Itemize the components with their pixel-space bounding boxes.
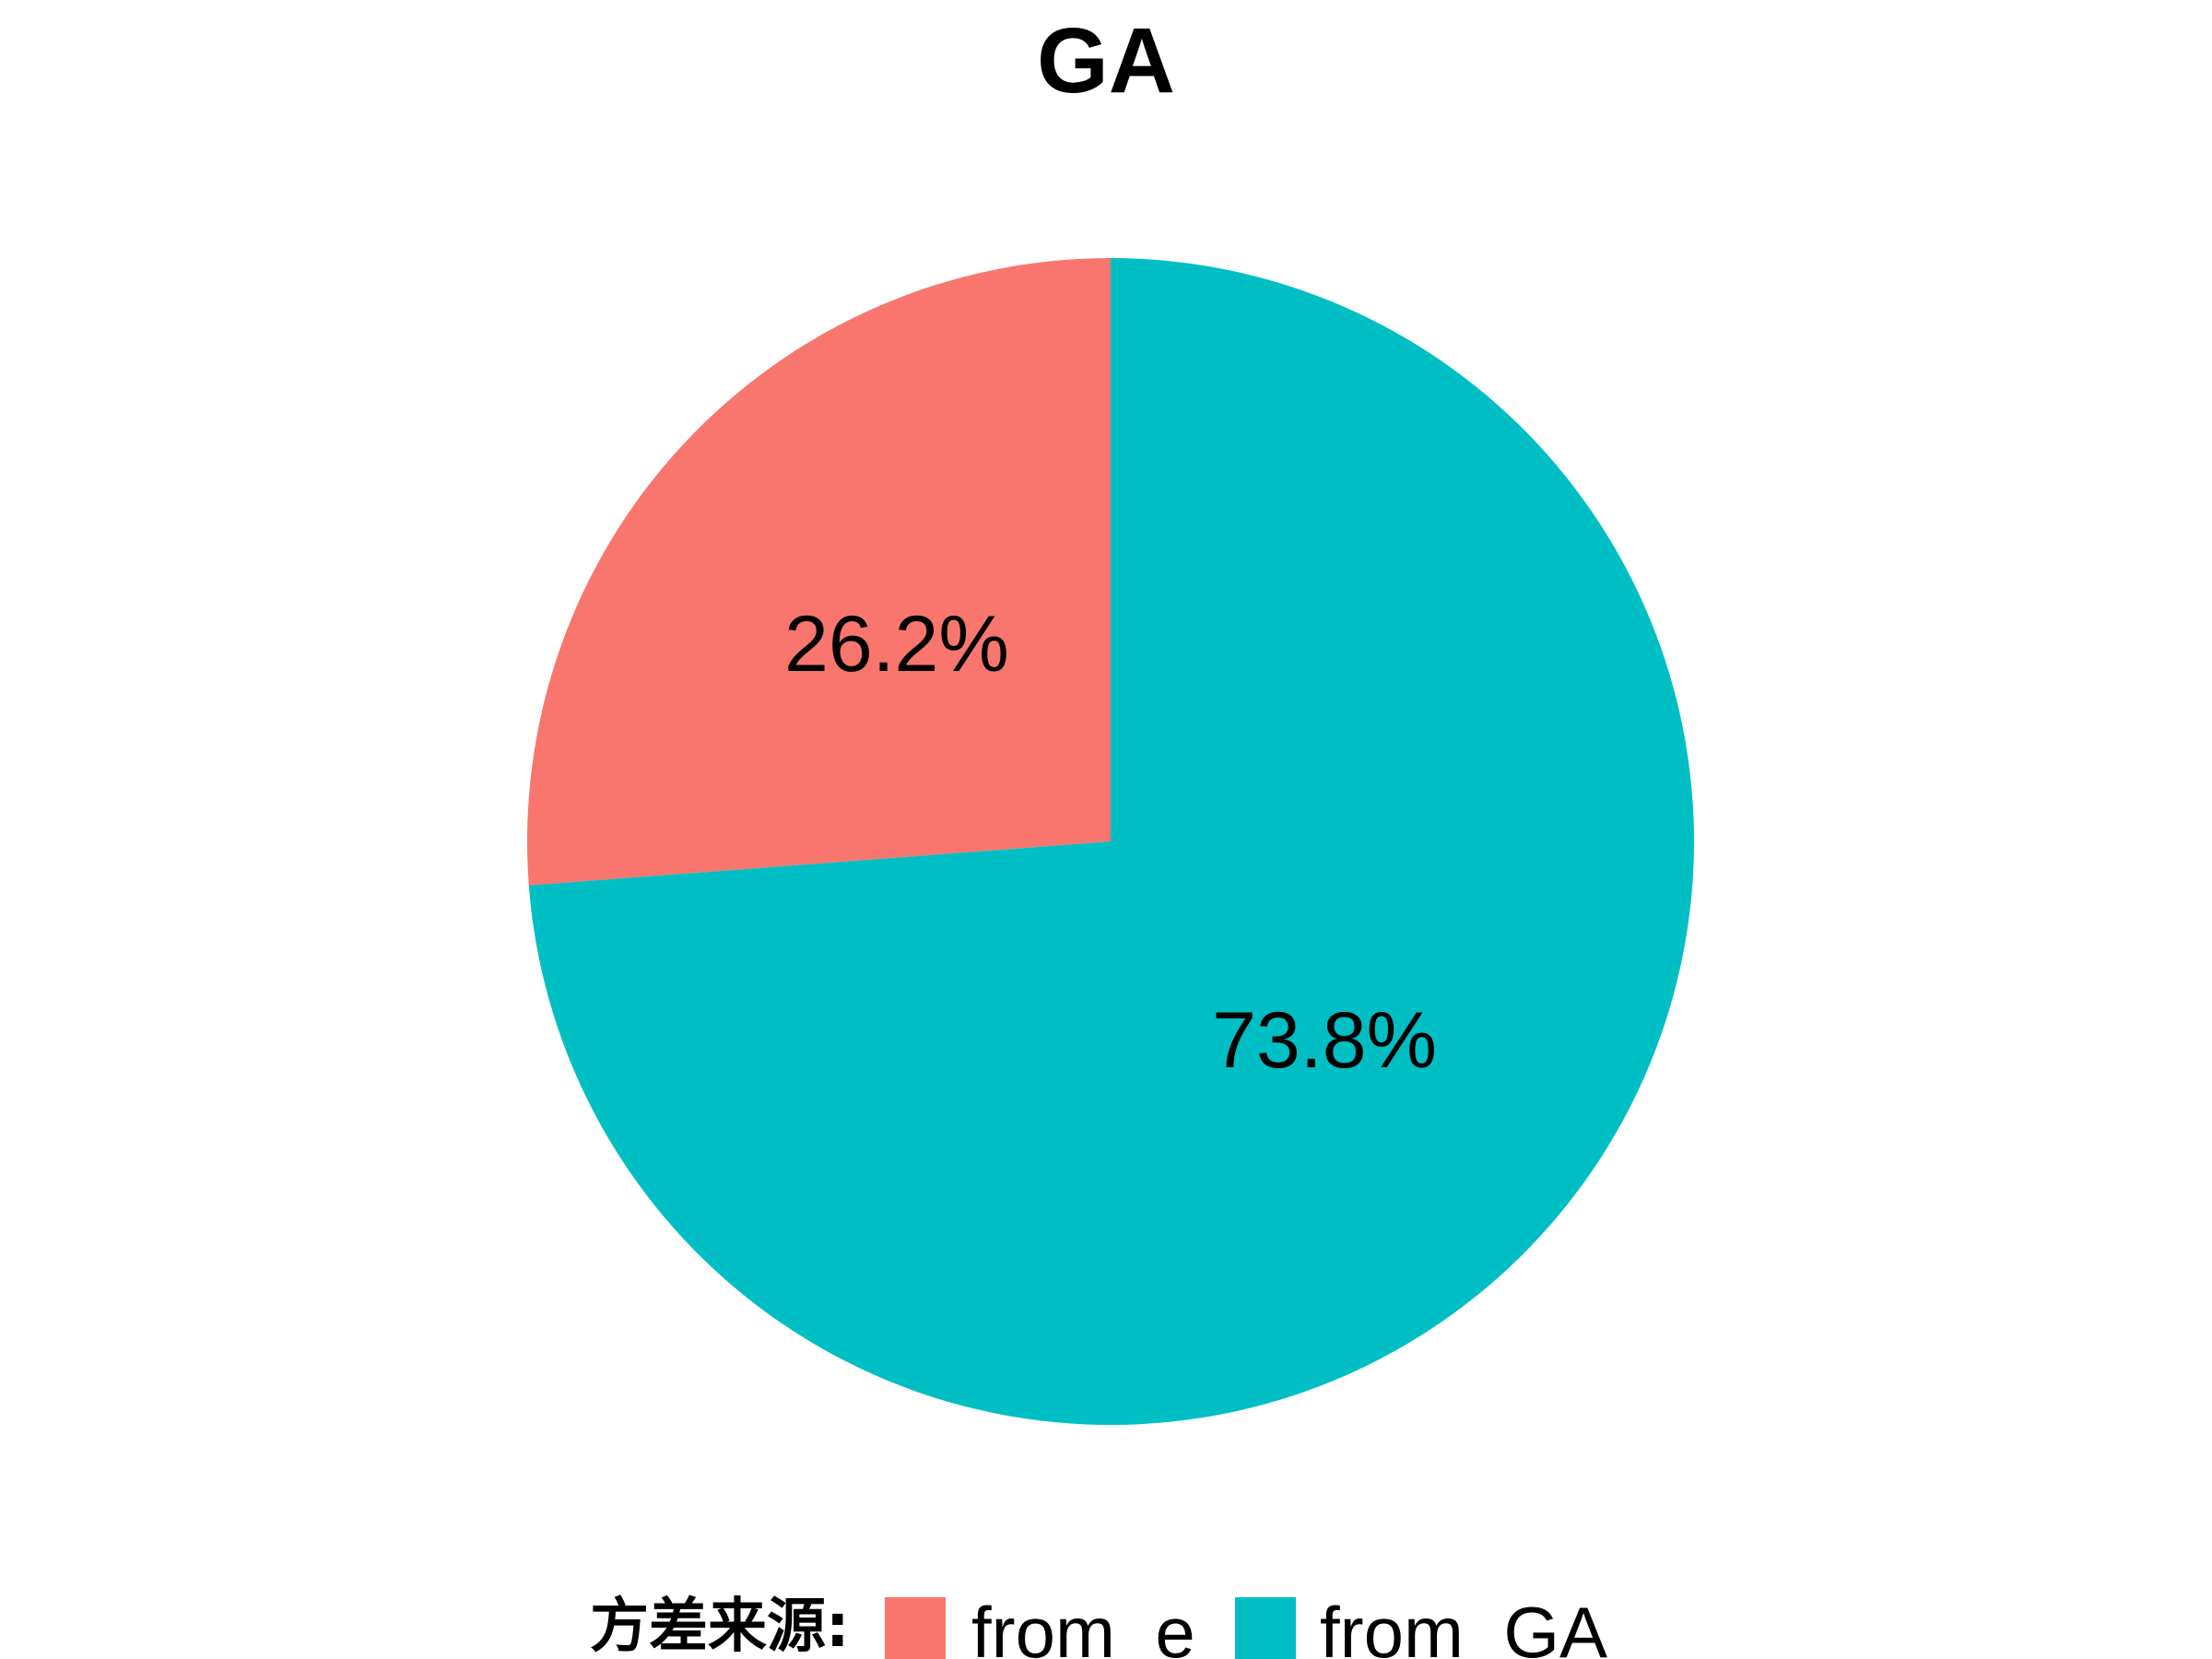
pie-slice-2 — [528, 258, 1695, 1426]
slice-label-2: 73.8% — [1212, 996, 1437, 1085]
legend-key-1 — [885, 1597, 946, 1659]
legend: 方差来源: from e from GA — [590, 1592, 1607, 1659]
chart-title: GA — [1037, 9, 1175, 112]
legend-items: from e from GA — [885, 1592, 1607, 1659]
legend-label-1: from e — [971, 1592, 1195, 1659]
pie-slice-1 — [526, 258, 1111, 886]
slice-label-1: 26.2% — [784, 600, 1009, 688]
pie-slice-labels: 26.2% 73.8% — [784, 600, 1437, 1085]
legend-label-2: from GA — [1320, 1592, 1607, 1659]
pie-slices — [526, 258, 1695, 1426]
legend-key-2 — [1235, 1597, 1296, 1659]
legend-title: 方差来源: — [590, 1593, 850, 1659]
